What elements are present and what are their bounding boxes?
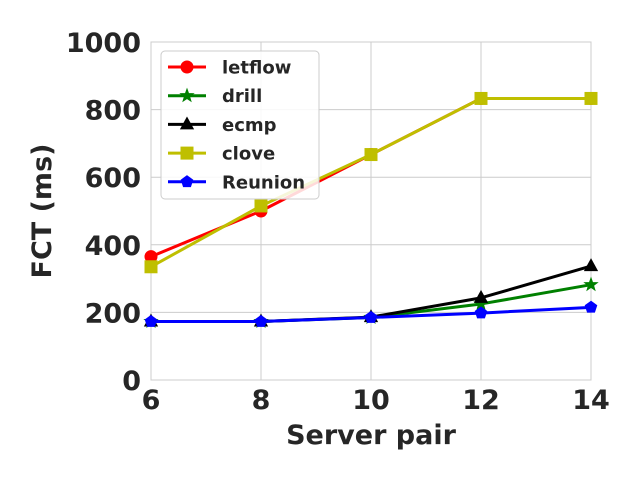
data-point-clove xyxy=(474,91,488,105)
x-tick-label: 6 xyxy=(142,385,161,416)
legend-marker-drill xyxy=(179,87,195,103)
data-point-ecmp xyxy=(583,258,599,272)
data-point-clove xyxy=(144,260,158,274)
data-point-drill xyxy=(583,276,599,292)
y-tick-label: 800 xyxy=(85,96,141,127)
series-layer xyxy=(143,91,599,329)
y-tick-labels: 0 200 400 600 800 1000 xyxy=(66,28,141,397)
legend: letflow drill ecmp clove Reunion xyxy=(160,50,320,200)
x-axis-label: Server pair xyxy=(286,420,457,451)
legend-item-ecmp: ecmp xyxy=(168,115,277,136)
y-tick-label: 200 xyxy=(85,298,141,329)
legend-item-clove: clove xyxy=(168,144,275,165)
legend-marker-ecmp xyxy=(179,116,195,130)
x-tick-label: 12 xyxy=(462,385,500,416)
x-tick-labels: 6 8 10 12 14 xyxy=(142,385,610,416)
y-tick-label: 1000 xyxy=(66,28,141,59)
legend-marker-clove xyxy=(180,146,194,160)
legend-label-reunion: Reunion xyxy=(222,172,305,193)
y-tick-label: 0 xyxy=(122,366,141,397)
series-reunion xyxy=(144,300,598,327)
y-tick-label: 400 xyxy=(85,231,141,262)
legend-item-reunion: Reunion xyxy=(168,172,305,193)
data-point-reunion xyxy=(254,314,268,327)
legend-label-drill: drill xyxy=(222,86,262,107)
legend-frame xyxy=(160,50,320,200)
legend-label-ecmp: ecmp xyxy=(222,115,277,136)
data-point-reunion xyxy=(474,306,488,319)
data-point-reunion xyxy=(144,314,158,327)
data-point-reunion xyxy=(584,300,598,313)
y-tick-label: 600 xyxy=(85,163,141,194)
plot-area-frame xyxy=(150,41,592,381)
series-clove xyxy=(144,91,598,274)
data-point-clove xyxy=(584,91,598,105)
legend-label-letflow: letflow xyxy=(222,58,291,79)
legend-marker-letflow xyxy=(180,60,194,74)
data-point-reunion xyxy=(364,310,378,323)
y-axis-label: FCT (ms) xyxy=(27,144,58,279)
x-tick-label: 8 xyxy=(252,385,271,416)
data-point-clove xyxy=(254,199,268,213)
legend-marker-reunion xyxy=(180,175,194,188)
data-point-clove xyxy=(364,148,378,162)
data-point-ecmp xyxy=(473,289,489,303)
legend-item-drill: drill xyxy=(168,86,262,107)
x-tick-label: 14 xyxy=(572,385,610,416)
legend-item-letflow: letflow xyxy=(168,58,291,79)
legend-label-clove: clove xyxy=(222,144,275,165)
x-tick-label: 10 xyxy=(352,385,390,416)
